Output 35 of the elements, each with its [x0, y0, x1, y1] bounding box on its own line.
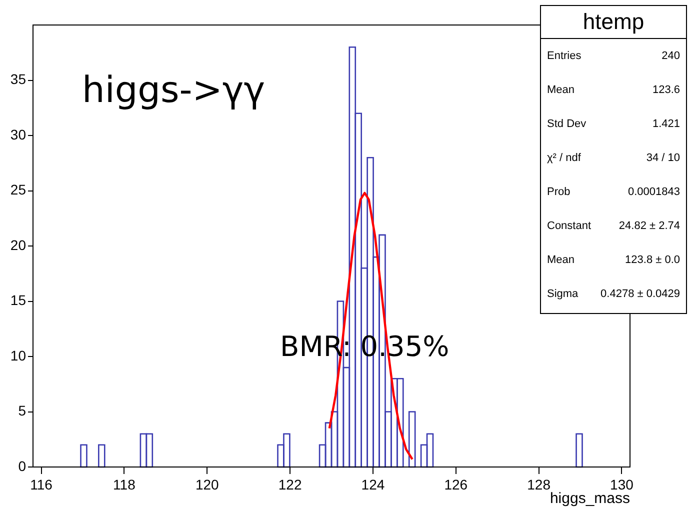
text: 123.6: [652, 83, 680, 98]
y-tick-label: 0: [18, 458, 26, 474]
annotation: Mean: [547, 83, 575, 98]
text: 1.421: [652, 117, 680, 132]
x-tick-label: 118: [113, 476, 136, 492]
annotation: higgs->γγ: [82, 70, 266, 111]
text: 34 / 10: [646, 151, 680, 166]
annotation: htemp: [541, 6, 686, 39]
x-tick-label: 124: [361, 476, 385, 492]
x-tick-label: 130: [610, 476, 634, 492]
annotation: 123.8 ± 0.0: [625, 253, 680, 268]
x-tick-label: 122: [278, 476, 302, 492]
annotation: 24.82 ± 2.74: [618, 219, 680, 234]
x-axis-title: higgs_mass: [550, 490, 630, 507]
annotation: 0.0001843: [628, 185, 680, 200]
annotation: Entries: [547, 49, 582, 64]
text: 240: [662, 49, 680, 64]
x-tick-label: 126: [444, 476, 468, 492]
y-tick-label: 15: [10, 292, 26, 308]
y-tick-label: 5: [18, 402, 26, 419]
y-tick-label: 35: [10, 71, 26, 88]
annotation: Std Dev: [547, 117, 586, 132]
annotation: Mean: [547, 253, 575, 268]
x-tick-label: 128: [527, 476, 551, 492]
y-tick-label: 20: [10, 236, 26, 253]
annotation: Sigma: [547, 287, 578, 302]
x-tick-label: 116: [30, 476, 53, 492]
y-tick-label: 10: [10, 347, 26, 364]
annotation: 0.4278 ± 0.0429: [600, 287, 680, 302]
y-tick-label: 30: [10, 126, 26, 142]
x-tick-label: 120: [195, 476, 220, 492]
annotation: Constant: [547, 219, 592, 234]
annotation: χ² / ndf: [547, 151, 581, 166]
y-tick-label: 25: [10, 182, 26, 198]
annotation: Prob: [547, 185, 570, 200]
